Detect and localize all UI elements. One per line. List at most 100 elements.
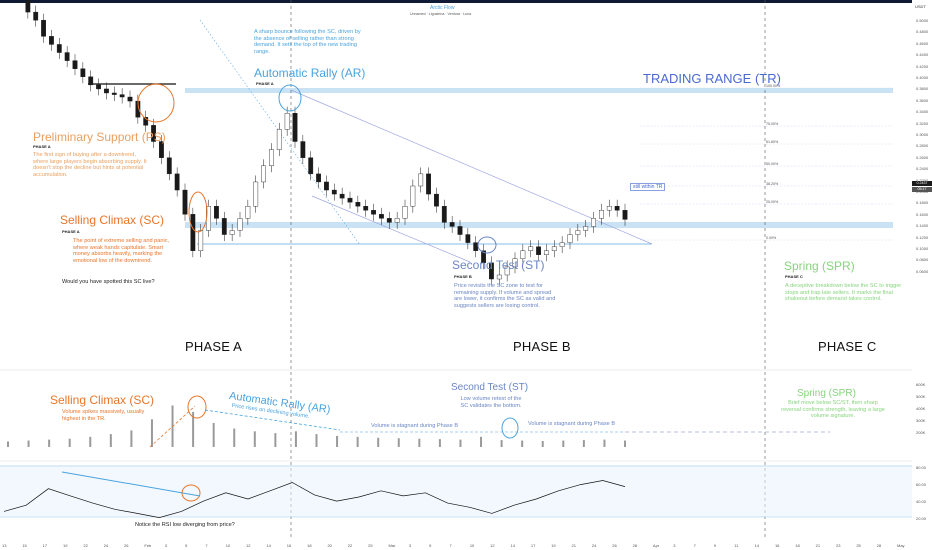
- price-tick: 0.0800: [916, 257, 929, 263]
- candle: [599, 210, 604, 219]
- x-tick: 21: [571, 543, 576, 548]
- price-tick: 0.4400: [916, 52, 929, 58]
- x-tick: 26: [124, 543, 129, 548]
- volume-tick: 400K: [916, 406, 926, 411]
- ps-description: The first sign of buying after a downtre…: [33, 152, 147, 179]
- x-tick: 17: [42, 543, 48, 548]
- candle: [253, 181, 259, 207]
- candle: [512, 258, 518, 268]
- x-tick: 25: [856, 543, 861, 548]
- volume-bar: [274, 433, 277, 447]
- volume-bar: [582, 440, 585, 447]
- price-tick: 0.1200: [916, 234, 929, 240]
- x-tick: 13: [2, 543, 7, 548]
- trading-range-label: TRADING RANGE (TR): [643, 71, 781, 86]
- rsi-tick: 60.00: [916, 482, 927, 487]
- volume-bar: [624, 440, 626, 447]
- candle: [449, 222, 455, 227]
- volume-bar: [192, 411, 195, 447]
- volume-bar: [500, 440, 503, 447]
- candle: [292, 112, 298, 142]
- x-tick: 25: [368, 543, 373, 548]
- fib-100: 100.00%: [766, 84, 781, 88]
- candle: [308, 157, 314, 175]
- rsi-low-circle: [181, 484, 201, 502]
- x-tick: 18: [307, 543, 312, 548]
- volume-bar: [130, 430, 133, 447]
- volume-bar: [27, 440, 30, 447]
- candle: [143, 117, 149, 126]
- volume-tick: 500K: [916, 394, 926, 399]
- volume-bar: [89, 436, 92, 447]
- x-tick: 28: [876, 543, 882, 548]
- candle: [190, 214, 196, 251]
- sc-title: Selling Climax (SC): [60, 213, 165, 227]
- volume-bar: [480, 436, 483, 447]
- x-tick: 3: [164, 543, 167, 548]
- candle: [166, 157, 172, 175]
- candle: [441, 206, 447, 223]
- candle: [182, 189, 188, 215]
- x-tick: 21: [815, 543, 821, 548]
- candle: [214, 206, 219, 219]
- candle: [551, 246, 557, 251]
- candle: [567, 234, 573, 243]
- volume-bar: [356, 436, 359, 447]
- x-tick: 7: [205, 543, 208, 548]
- price-axis: [912, 0, 932, 550]
- candle: [64, 52, 70, 61]
- price-currency: USDT: [915, 4, 926, 9]
- rsi-line: [3, 480, 626, 518]
- price-tick: 0.4200: [916, 63, 929, 69]
- vol-sc-title: Selling Climax (SC): [50, 393, 155, 407]
- phase-c-label: PHASE C: [818, 339, 877, 354]
- vol-spr-description: Brief move below SC/ST, then sharp rever…: [781, 400, 885, 420]
- candle: [520, 250, 526, 259]
- volume-bar: [397, 438, 400, 447]
- volume-bar: [336, 435, 339, 447]
- candle: [386, 218, 392, 223]
- candle: [434, 193, 439, 207]
- x-tick: 18: [795, 543, 800, 548]
- candle: [347, 197, 353, 203]
- ar-circle: [278, 84, 302, 112]
- x-tick: 14: [754, 543, 760, 548]
- candle: [72, 60, 78, 69]
- volume-bar: [418, 438, 421, 447]
- candle: [80, 68, 86, 78]
- x-tick: 17: [530, 543, 536, 548]
- vol-st-circle: [501, 417, 519, 439]
- candles-group: [19, 0, 628, 286]
- candle: [339, 193, 345, 199]
- candle: [221, 218, 227, 235]
- candle: [528, 246, 534, 251]
- price-tick: 0.3800: [916, 86, 929, 92]
- candle: [410, 185, 416, 207]
- x-tick: 16: [774, 543, 780, 548]
- volume-bar: [7, 441, 9, 447]
- candle: [300, 141, 306, 158]
- x-tick: 22: [83, 543, 88, 548]
- sc-phase-tag: PHASE A: [62, 229, 80, 234]
- volume-bar: [68, 438, 71, 447]
- vol-st-description: Low volume retest of the SC validates th…: [460, 396, 522, 409]
- x-tick: 14: [266, 543, 271, 548]
- x-tick: 9: [713, 543, 717, 548]
- x-tick: 23: [835, 543, 841, 548]
- candle: [88, 76, 94, 86]
- price-tick: 0.1000: [916, 246, 929, 251]
- candle: [559, 242, 565, 247]
- candle: [198, 230, 204, 251]
- sc-circle: [188, 191, 208, 233]
- still-within-tr-label: still within TR: [630, 183, 666, 191]
- vol-sc-description: Volume spikes massively, usually highest…: [62, 409, 145, 422]
- x-tick: 28: [632, 543, 638, 548]
- st-title: Second Test (ST): [452, 258, 545, 272]
- x-tick: May: [897, 543, 905, 548]
- price-tick: 0.3200: [916, 120, 929, 126]
- candle: [591, 218, 596, 227]
- x-tick: 5: [429, 543, 432, 548]
- x-tick: 19: [551, 543, 556, 548]
- x-tick: 14: [510, 543, 515, 548]
